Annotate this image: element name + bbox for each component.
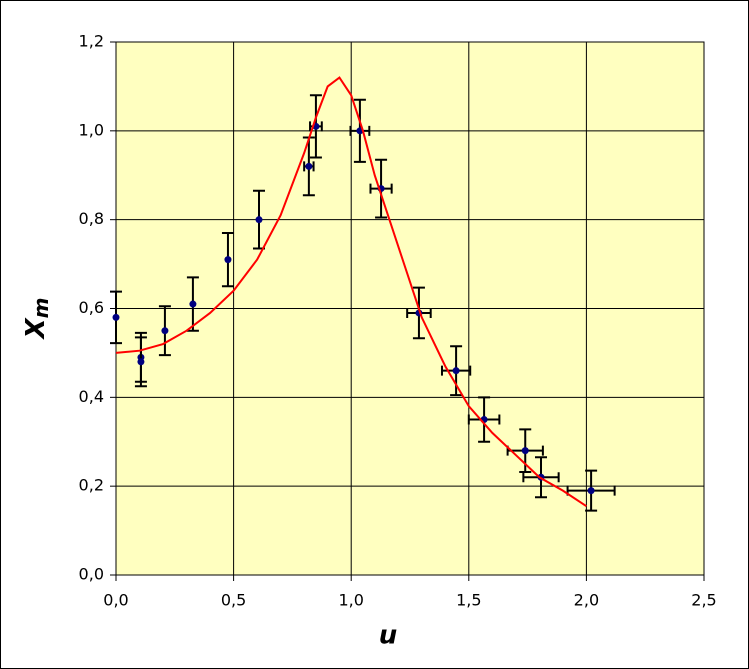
x-tick-label: 1,5 bbox=[456, 591, 481, 610]
data-point bbox=[161, 327, 169, 335]
plot-area: 0,0 0,2 0,4 0,6 0,8 1,0 1,2 0,0 0,5 1,0 1,5 2,0 2,5 bbox=[79, 32, 717, 610]
x-tick-label: 2,0 bbox=[574, 591, 599, 610]
x-tick-label: 1,0 bbox=[338, 591, 363, 610]
y-tick-label: 1,0 bbox=[79, 120, 104, 139]
x-axis-label: u bbox=[379, 621, 398, 651]
x-tick-label: 0,0 bbox=[103, 591, 128, 610]
y-tick-label: 0,4 bbox=[79, 387, 104, 406]
data-point bbox=[452, 367, 460, 375]
x-tick-label: 0,5 bbox=[221, 591, 246, 610]
y-axis-label: Xm bbox=[21, 298, 53, 341]
x-tick-label: 2,5 bbox=[691, 591, 716, 610]
data-point bbox=[255, 216, 263, 224]
data-point bbox=[305, 162, 313, 170]
data-point bbox=[189, 300, 197, 308]
y-tick-label: 0,2 bbox=[79, 476, 104, 495]
y-tick-label: 0,8 bbox=[79, 209, 104, 228]
y-axis-label-sub: m bbox=[29, 298, 53, 319]
fit-curve bbox=[115, 76, 587, 507]
data-point bbox=[224, 256, 232, 264]
y-tick-label: 0,0 bbox=[79, 565, 104, 584]
data-point bbox=[587, 487, 595, 495]
y-axis-label-main: X bbox=[21, 316, 51, 340]
data-point bbox=[137, 358, 145, 366]
y-tick-label: 1,2 bbox=[79, 32, 104, 51]
y-tick-label: 0,6 bbox=[79, 298, 104, 317]
data-point bbox=[112, 313, 120, 321]
data-point bbox=[521, 447, 529, 455]
